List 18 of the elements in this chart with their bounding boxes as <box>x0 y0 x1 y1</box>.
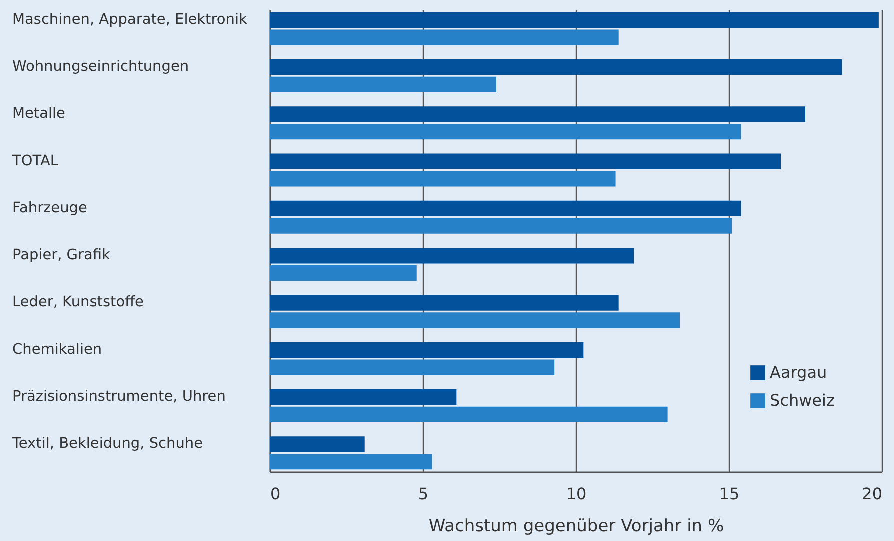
y-tick-label: Leder, Kunststoffe <box>12 294 144 311</box>
x-tick-label: 10 <box>566 484 587 504</box>
x-axis-title: Wachstum gegenüber Vorjahr in % <box>428 516 724 536</box>
x-tick-label: 5 <box>418 484 429 504</box>
y-tick-label: Fahrzeuge <box>12 200 88 216</box>
y-tick-label: Metalle <box>12 106 66 122</box>
y-tick-label: Präzisionsinstrumente, Uhren <box>12 389 226 405</box>
y-tick-label: Papier, Grafik <box>12 248 112 264</box>
y-tick-label: TOTAL <box>12 153 58 170</box>
x-tick-label: 20 <box>862 484 882 504</box>
legend-label: Aargau <box>770 363 828 382</box>
y-tick-label: Textil, Bekleidung, Schuhe <box>12 436 204 452</box>
y-tick-label: Wohnungseinrichtungen <box>12 59 190 75</box>
x-tick-label: 0 <box>270 484 281 504</box>
legend-label: Schweiz <box>770 391 835 410</box>
y-tick-label: Maschinen, Apparate, Elektronik <box>12 12 248 28</box>
x-tick-label: 15 <box>719 484 740 504</box>
y-tick-label: Chemikalien <box>12 342 102 358</box>
